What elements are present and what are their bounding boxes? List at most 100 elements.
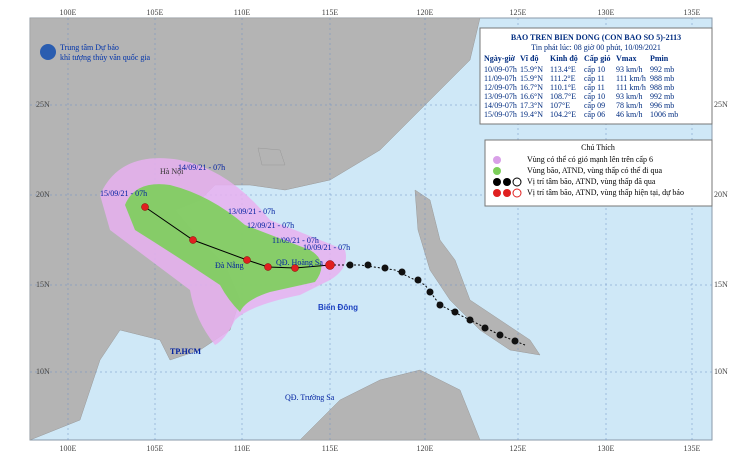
table-cell: 19.4°N	[520, 110, 543, 119]
table-header: Ngày-giờ	[484, 54, 516, 63]
forecast-position	[291, 264, 299, 272]
storm-cone	[125, 184, 322, 312]
lat-label: 20N	[36, 190, 50, 199]
lon-label: 130E	[598, 8, 615, 17]
lon-label: 125E	[510, 8, 527, 17]
table-cell: 992 mb	[650, 65, 674, 74]
forecast-position	[189, 236, 197, 244]
legend-symbol	[503, 178, 511, 186]
table-cell: 104.2°E	[550, 110, 576, 119]
table-header: Cấp gió	[584, 54, 610, 63]
lon-label: 110E	[234, 444, 251, 453]
legend-symbol	[503, 189, 511, 197]
legend-symbol	[493, 156, 501, 164]
legend-label: Vị trí tâm bão, ATND, vùng thấp hiện tại…	[527, 188, 684, 197]
table-cell: cấp 09	[584, 101, 605, 110]
lon-label: 110E	[234, 8, 251, 17]
past-position	[481, 324, 489, 332]
table-header: Vmax	[616, 54, 636, 63]
lon-label: 120E	[417, 8, 434, 17]
track	[144, 206, 331, 269]
forecast-label: 11/09/21 - 07h	[272, 236, 319, 245]
past-position	[511, 337, 519, 345]
agency-logo	[40, 44, 56, 60]
table-cell: 11/09-07h	[484, 74, 517, 83]
lat-label: 20N	[714, 190, 728, 199]
past-position	[496, 331, 504, 339]
table-cell: 14/09-07h	[484, 101, 517, 110]
forecast-position	[141, 203, 149, 211]
past-position	[451, 308, 459, 316]
table-cell: 17.3°N	[520, 101, 543, 110]
table-cell: cấp 11	[584, 74, 605, 83]
past-position	[426, 288, 434, 296]
legend-symbol	[512, 188, 522, 198]
table-cell: 13/09-07h	[484, 92, 517, 101]
table-cell: 16.6°N	[520, 92, 543, 101]
lat-label: 15N	[36, 280, 50, 289]
past-position	[346, 261, 354, 269]
forecast-position	[243, 256, 251, 264]
table-header: Vĩ độ	[520, 54, 538, 63]
table-cell: cấp 06	[584, 110, 605, 119]
lon-label: 100E	[60, 444, 77, 453]
lon-label: 135E	[684, 444, 701, 453]
past-position	[364, 261, 372, 269]
lon-label: 105E	[147, 444, 164, 453]
table-cell: 988 mb	[650, 83, 674, 92]
legend-box	[484, 139, 713, 207]
past-track	[330, 264, 526, 346]
table-cell: 46 km/h	[616, 110, 642, 119]
past-position	[466, 316, 474, 324]
past-position	[398, 268, 406, 276]
forecast-label: 13/09/21 - 07h	[228, 207, 275, 216]
table-cell: 15.9°N	[520, 74, 543, 83]
table-cell: 15/09-07h	[484, 110, 517, 119]
place-label: QĐ. Hoàng Sa	[276, 258, 323, 267]
agency-line: khí tượng thủy văn quốc gia	[60, 53, 151, 62]
table-cell: 12/09-07h	[484, 83, 517, 92]
place-label: Hà Nội	[160, 167, 184, 176]
table-cell: 10/09-07h	[484, 65, 517, 74]
past-position	[436, 301, 444, 309]
lat-label: 10N	[714, 367, 728, 376]
forecast-label: 14/09/21 - 07h	[178, 163, 225, 172]
agency-line: Trung tâm Dự báo	[60, 43, 119, 52]
table-cell: 110.1°E	[550, 83, 576, 92]
table-cell: 16.7°N	[520, 83, 543, 92]
table-cell: 107°E	[550, 101, 570, 110]
forecast-position	[325, 260, 335, 270]
table-cell: cấp 10	[584, 92, 605, 101]
table-cell: 93 km/h	[616, 65, 642, 74]
forecast-label: 10/09/21 - 07h	[303, 243, 350, 252]
land	[29, 17, 541, 441]
legend-title: Chú Thích	[581, 143, 615, 152]
table-cell: 78 km/h	[616, 101, 642, 110]
table-cell: 996 mb	[650, 101, 674, 110]
graticule	[30, 18, 712, 440]
legend-label: Vùng bão, ATND, vùng thấp có thể đi qua	[527, 166, 663, 175]
lat-label: 15N	[714, 280, 728, 289]
table-cell: 111.2°E	[550, 74, 576, 83]
legend-label: Vùng có thể có gió mạnh lên trên cấp 6	[527, 155, 653, 164]
legend-symbol	[493, 189, 501, 197]
past-position	[414, 276, 422, 284]
legend-symbol	[512, 177, 522, 187]
table-cell: 15.9°N	[520, 65, 543, 74]
place-label: QĐ. Trường Sa	[285, 393, 335, 402]
legend-label: Vị trí tâm bão, ATND, vùng thấp đã qua	[527, 177, 656, 186]
lon-label: 115E	[322, 8, 339, 17]
table-cell: cấp 11	[584, 83, 605, 92]
lon-label: 115E	[322, 444, 339, 453]
table-cell: 113.4°E	[550, 65, 576, 74]
lon-label: 120E	[417, 444, 434, 453]
bulletin-box	[479, 27, 713, 125]
forecast-position	[264, 263, 272, 271]
table-cell: 992 mb	[650, 92, 674, 101]
bulletin-title: BAO TREN BIEN DONG (CON BAO SO 5)-2113	[511, 33, 681, 42]
table-cell: 111 km/h	[616, 74, 646, 83]
lon-label: 105E	[147, 8, 164, 17]
table-cell: cấp 10	[584, 65, 605, 74]
forecast-label: 15/09/21 - 07h	[100, 189, 147, 198]
